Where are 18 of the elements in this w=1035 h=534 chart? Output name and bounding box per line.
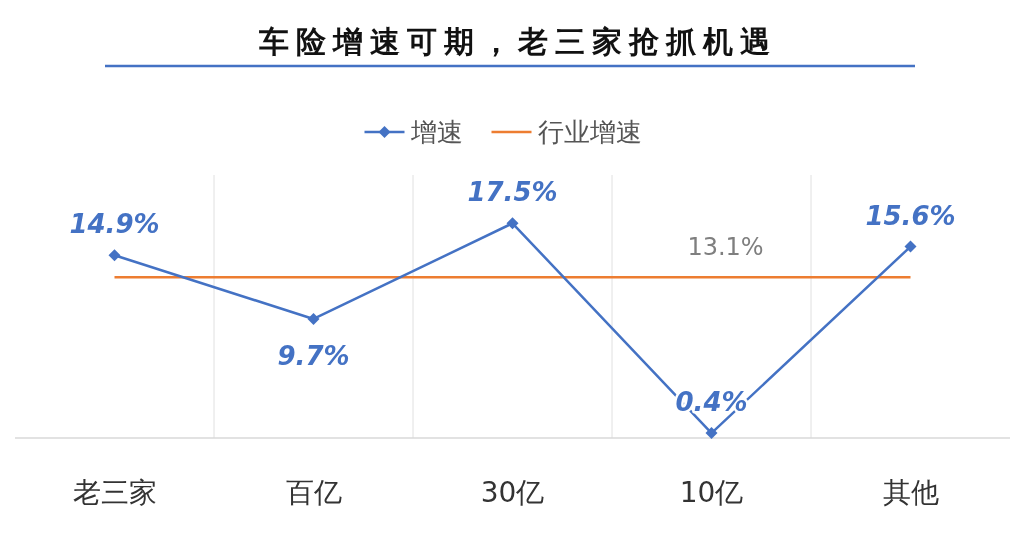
data-label: 9.7%	[277, 341, 350, 371]
data-label: 15.6%	[865, 200, 956, 231]
point	[506, 217, 519, 230]
x-tick-label: 老三家	[72, 476, 157, 509]
point	[108, 249, 121, 262]
legend-label: 增速	[409, 117, 463, 147]
x-tick-label: 其他	[882, 476, 939, 509]
point	[904, 240, 917, 253]
point	[705, 427, 718, 440]
x-tick-label: 10亿	[679, 476, 744, 509]
legend-label: 行业增速	[537, 117, 642, 147]
x-tick-label: 百亿	[285, 476, 342, 509]
data-label: 14.9%	[69, 209, 160, 240]
point	[307, 313, 320, 325]
chart-title: 车险增速可期，老三家抢抓机遇	[257, 24, 777, 59]
data-label: 17.5%	[467, 177, 558, 208]
data-label: 13.1%	[687, 233, 764, 262]
x-tick-label: 30亿	[480, 476, 545, 509]
